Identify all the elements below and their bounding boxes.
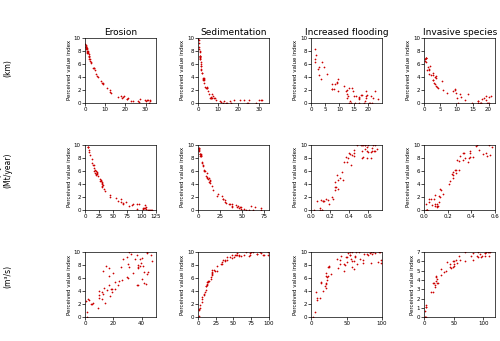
Y-axis label: Perceived value index: Perceived value index [293, 254, 298, 315]
Y-axis label: Perceived value index: Perceived value index [67, 147, 72, 207]
Title: Invasive species: Invasive species [422, 28, 497, 37]
Y-axis label: Perceived value index: Perceived value index [67, 254, 72, 315]
Title: Sedimentation: Sedimentation [200, 28, 266, 37]
Y-axis label: Perceived value index: Perceived value index [180, 254, 185, 315]
Y-axis label: Perceived value index: Perceived value index [180, 40, 185, 100]
Text: Distance to river
(km): Distance to river (km) [0, 36, 12, 100]
Title: Erosion: Erosion [104, 28, 137, 37]
Text: Runoff
(m³/s): Runoff (m³/s) [0, 264, 12, 288]
Y-axis label: Perceived value index: Perceived value index [67, 40, 72, 100]
Text: Crop yield
(Mt/year): Crop yield (Mt/year) [0, 151, 12, 190]
Y-axis label: Perceived value index: Perceived value index [406, 40, 411, 100]
Y-axis label: Perceived value index: Perceived value index [293, 147, 298, 207]
Y-axis label: Perceived value index: Perceived value index [406, 147, 411, 207]
Y-axis label: Perceived value index: Perceived value index [180, 147, 185, 207]
Y-axis label: Perceived value index: Perceived value index [410, 254, 414, 315]
Y-axis label: Perceived value index: Perceived value index [293, 40, 298, 100]
Title: Increased flooding: Increased flooding [304, 28, 388, 37]
